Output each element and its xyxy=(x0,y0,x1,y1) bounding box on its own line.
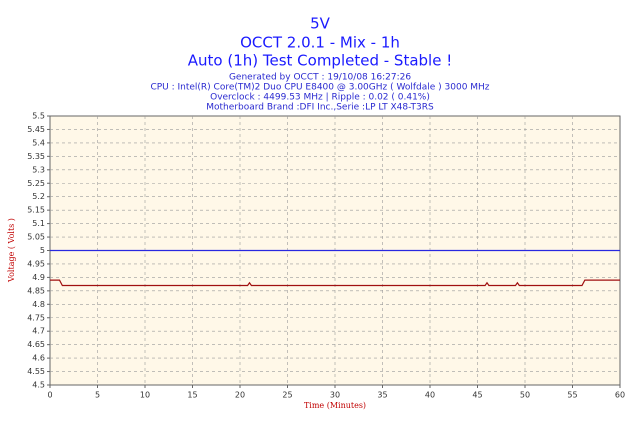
y-tick-label: 5 xyxy=(40,246,45,255)
chart-subtitle: Auto (1h) Test Completed - Stable ! xyxy=(188,52,452,70)
x-tick-label: 25 xyxy=(282,391,292,400)
x-tick-label: 5 xyxy=(95,391,100,400)
info-line: Generated by OCCT : 19/10/08 16:27:26 xyxy=(229,73,411,83)
x-tick-label: 10 xyxy=(140,391,150,400)
x-tick-label: 60 xyxy=(615,391,625,400)
y-tick-label: 4.5 xyxy=(32,381,45,390)
x-tick-label: 0 xyxy=(47,391,52,400)
x-tick-label: 45 xyxy=(472,391,482,400)
x-tick-label: 40 xyxy=(425,391,435,400)
y-tick-label: 5.25 xyxy=(27,179,45,188)
y-tick-label: 4.75 xyxy=(27,313,45,322)
y-tick-label: 4.7 xyxy=(32,327,45,336)
x-tick-label: 30 xyxy=(330,391,340,400)
y-tick-label: 4.6 xyxy=(32,354,45,363)
chart-title: 5V xyxy=(310,15,331,33)
y-tick-label: 5.05 xyxy=(27,233,45,242)
y-tick-label: 5.3 xyxy=(32,165,45,174)
y-tick-label: 5.2 xyxy=(32,192,45,201)
y-tick-label: 4.85 xyxy=(27,286,45,295)
y-tick-label: 4.65 xyxy=(27,340,45,349)
x-tick-label: 35 xyxy=(377,391,387,400)
chart-subtitle: OCCT 2.0.1 - Mix - 1h xyxy=(240,34,400,52)
y-tick-label: 5.4 xyxy=(32,138,45,147)
y-tick-label: 5.5 xyxy=(32,112,45,121)
y-tick-label: 4.9 xyxy=(32,273,45,282)
y-axis-label: Voltage ( Volts ) xyxy=(7,218,16,283)
info-line: Motherboard Brand :DFI Inc.,Serie :LP LT… xyxy=(206,103,434,113)
info-line: Overclock : 4499.53 MHz | Ripple : 0.02 … xyxy=(210,93,430,103)
y-tick-label: 4.95 xyxy=(27,259,45,268)
y-tick-label: 4.55 xyxy=(27,367,45,376)
y-tick-label: 5.15 xyxy=(27,206,45,215)
y-tick-label: 5.1 xyxy=(32,219,45,228)
y-tick-label: 5.35 xyxy=(27,152,45,161)
x-tick-label: 55 xyxy=(567,391,577,400)
x-tick-label: 20 xyxy=(235,391,245,400)
info-line: CPU : Intel(R) Core(TM)2 Duo CPU E8400 @… xyxy=(150,83,489,93)
x-tick-label: 50 xyxy=(520,391,530,400)
x-tick-label: 15 xyxy=(187,391,197,400)
y-tick-label: 4.8 xyxy=(32,300,45,309)
x-axis-label: Time (Minutes) xyxy=(304,401,366,410)
y-tick-label: 5.45 xyxy=(27,125,45,134)
data-line xyxy=(50,279,620,287)
